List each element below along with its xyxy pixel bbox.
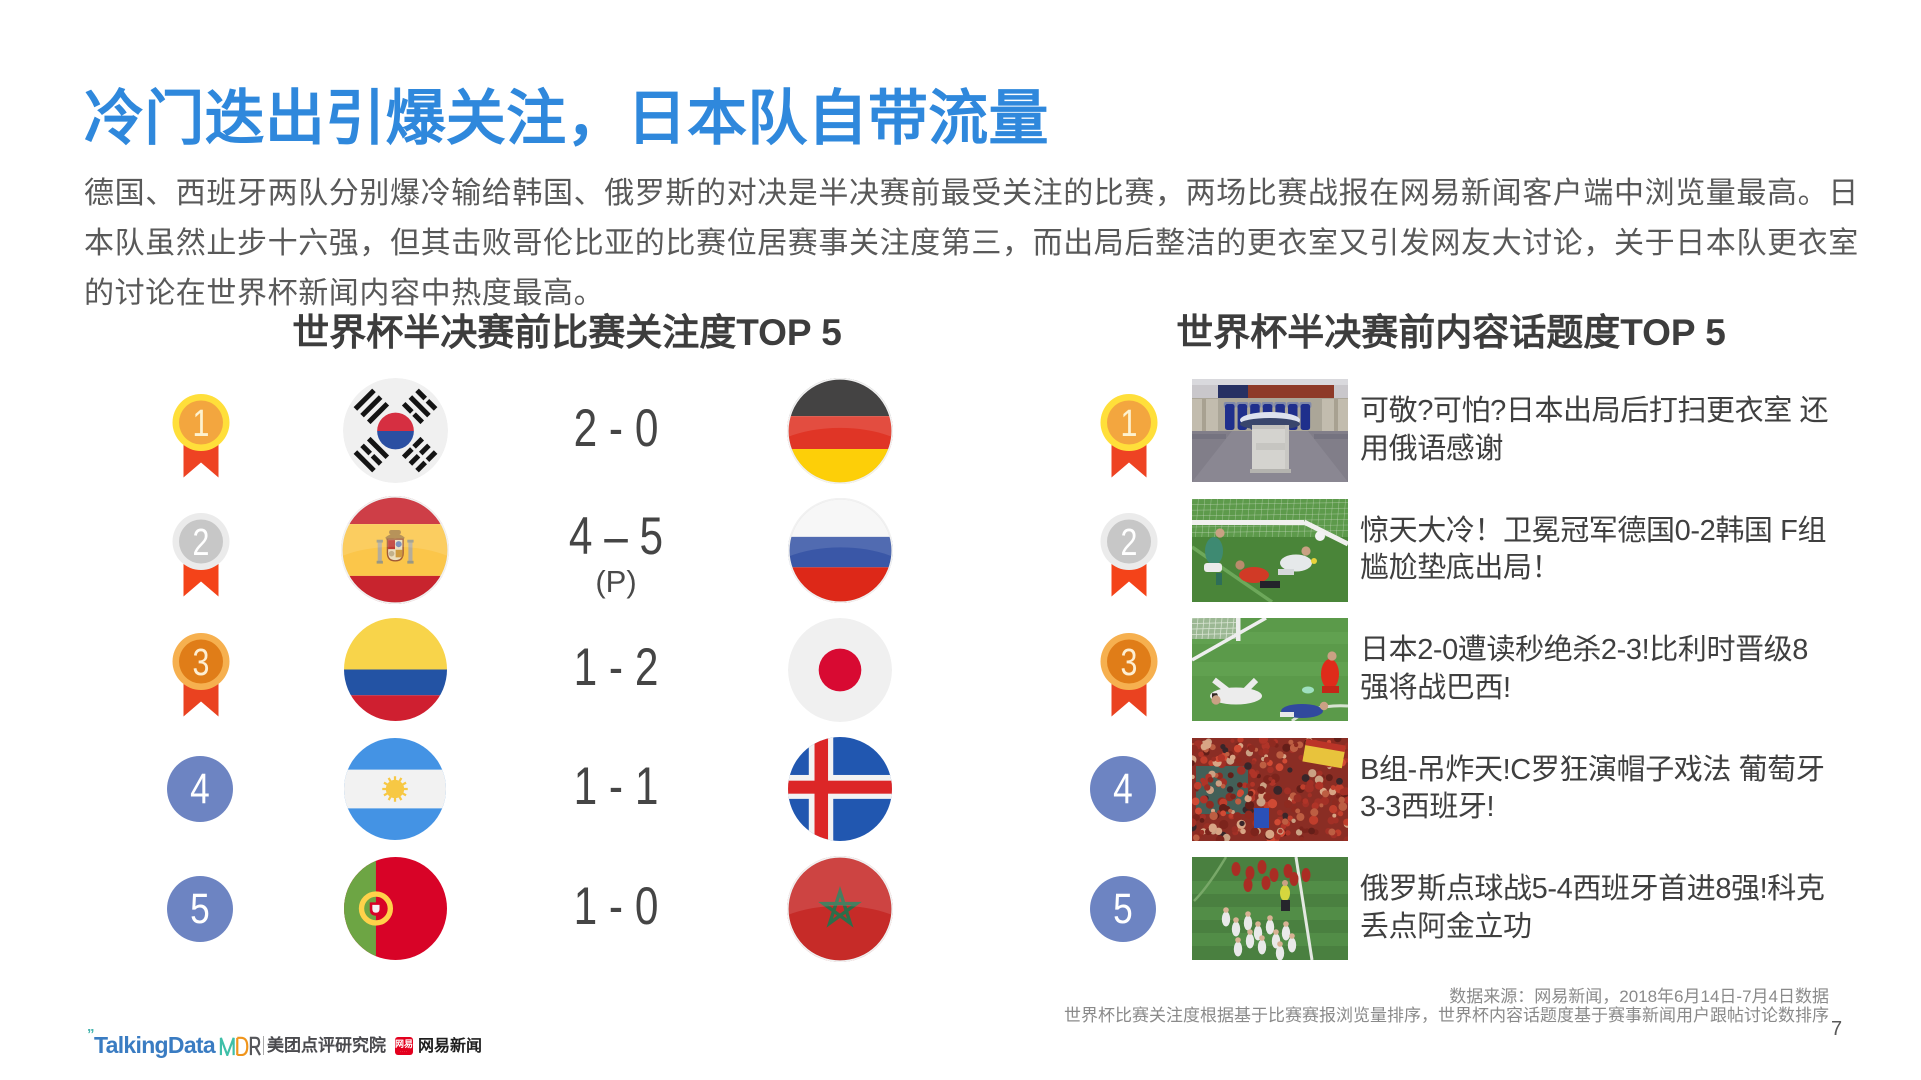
svg-text:2: 2 [193, 522, 210, 564]
svg-text:3: 3 [193, 641, 210, 683]
svg-text:3: 3 [1121, 641, 1138, 683]
svg-text:1: 1 [193, 402, 210, 444]
svg-text:2: 2 [1121, 522, 1138, 564]
svg-text:1: 1 [1121, 402, 1138, 444]
